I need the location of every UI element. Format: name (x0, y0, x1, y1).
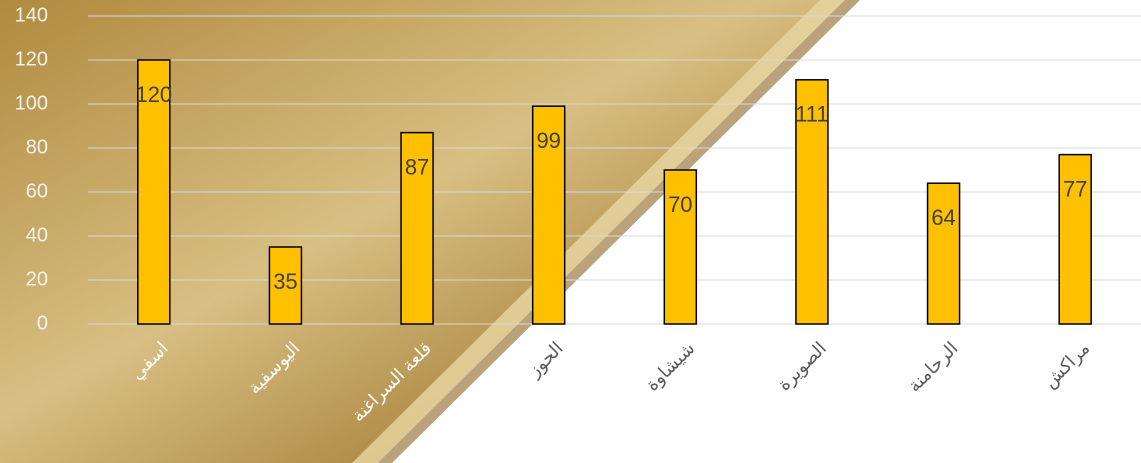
bar (137, 59, 171, 325)
y-tick-label: 20 (26, 268, 48, 290)
value-label: 77 (1063, 176, 1087, 201)
bar (663, 169, 698, 325)
value-label: 64 (931, 205, 955, 230)
bar (531, 105, 566, 325)
bar (926, 182, 961, 325)
value-label: 35 (273, 269, 297, 294)
bar (795, 79, 829, 325)
value-label: 120 (135, 82, 172, 107)
bar (400, 131, 434, 325)
y-tick-label: 120 (15, 48, 48, 70)
value-label: 99 (536, 128, 560, 153)
bar (1058, 153, 1092, 325)
bar (268, 246, 303, 325)
y-tick-label: 60 (26, 180, 48, 202)
value-label: 70 (668, 192, 692, 217)
y-tick-label: 80 (26, 136, 48, 158)
y-tick-label: 40 (26, 224, 48, 246)
y-tick-label: 140 (15, 4, 48, 26)
decor-stripe (352, 0, 845, 463)
y-tick-label: 0 (37, 312, 48, 334)
y-tick-label: 100 (15, 92, 48, 114)
value-label: 87 (405, 154, 429, 179)
value-label: 111 (795, 102, 828, 127)
decor-edge (378, 0, 860, 463)
